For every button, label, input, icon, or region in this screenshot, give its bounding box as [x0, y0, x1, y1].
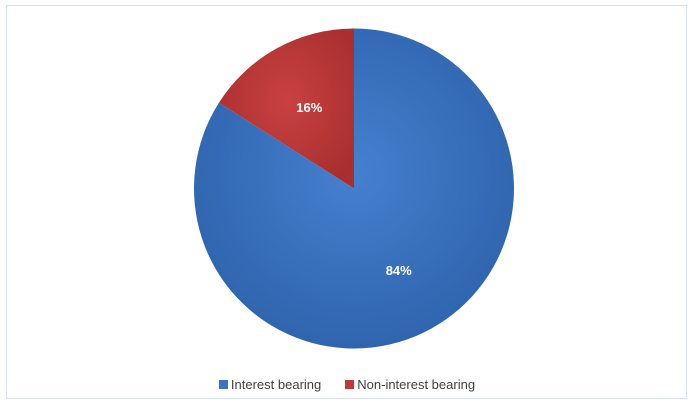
pie-slice-non-interest-bearing — [218, 28, 354, 189]
legend: Interest bearing Non-interest bearing — [0, 375, 694, 393]
pie-slice-interest-bearing — [194, 28, 514, 349]
legend-item-interest-bearing: Interest bearing — [218, 376, 322, 392]
legend-label-non-interest-bearing: Non-interest bearing — [357, 376, 476, 392]
legend-label-interest-bearing: Interest bearing — [230, 376, 322, 392]
data-label-interest-bearing: 84% — [386, 263, 412, 278]
legend-item-non-interest-bearing: Non-interest bearing — [345, 377, 475, 392]
legend-swatch-interest-bearing — [218, 379, 228, 389]
legend-swatch-non-interest-bearing — [345, 379, 355, 389]
data-label-non-interest-bearing: 16% — [296, 100, 322, 115]
